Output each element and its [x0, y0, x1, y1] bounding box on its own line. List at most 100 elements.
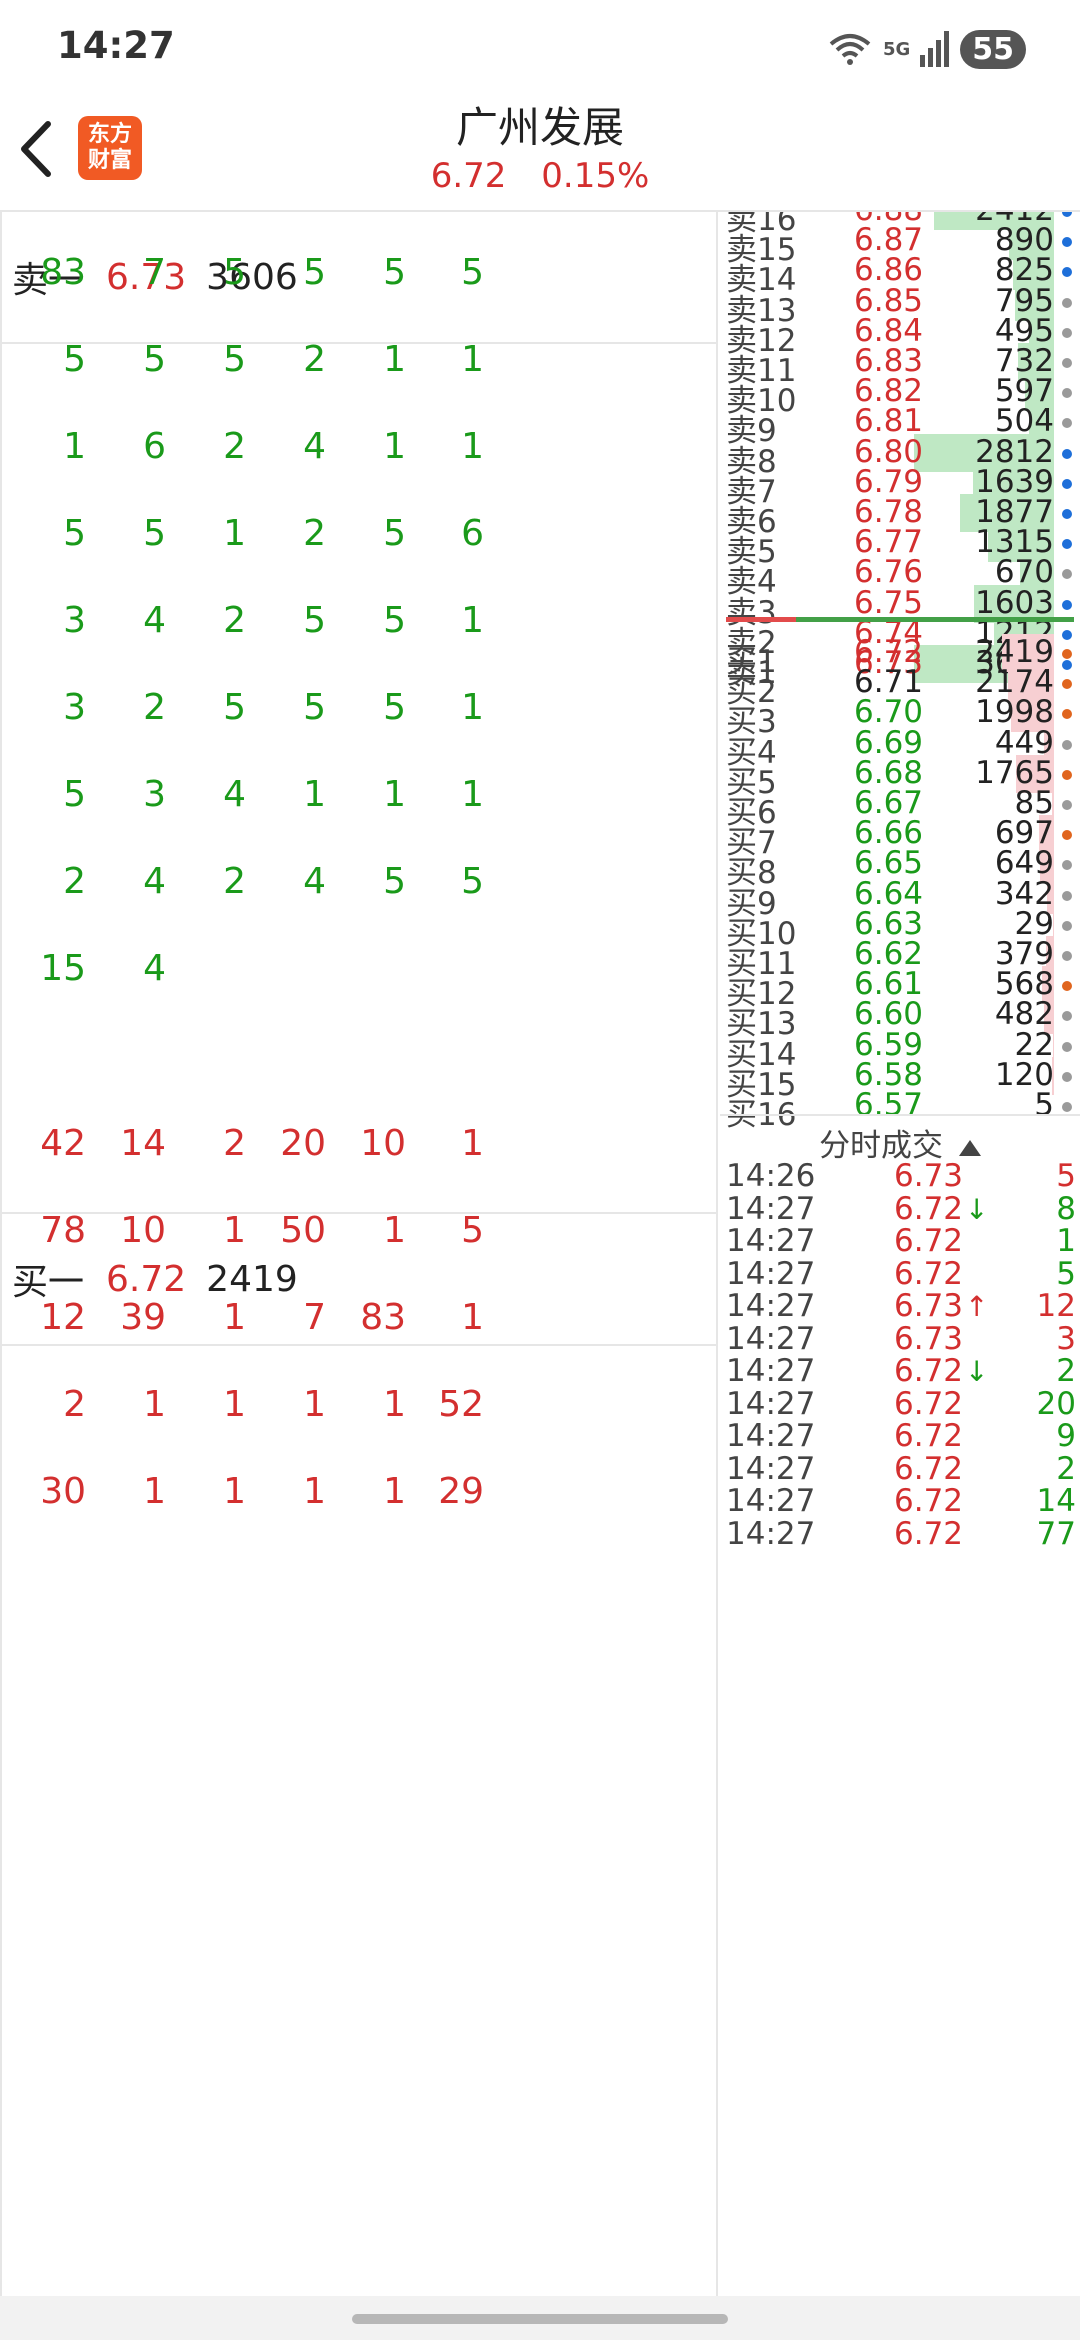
bid-level-price: 6.70	[854, 694, 924, 731]
divider	[2, 1344, 716, 1346]
ask-level-volume: 495	[994, 312, 1054, 349]
bid-level-row[interactable]: 买1 6.72 2419	[720, 630, 1080, 680]
ask-queue-cell: 1	[461, 774, 484, 815]
bid-level-row[interactable]: 买7 6.66 697	[720, 811, 1080, 861]
bid-level-row[interactable]: 买14 6.59 22	[720, 1023, 1080, 1073]
stock-name: 广州发展	[455, 103, 624, 152]
bid-level-price: 6.68	[854, 754, 924, 791]
trade-row: 14:27 6.72 20	[720, 1382, 1080, 1430]
ask-level-label: 卖3	[726, 594, 777, 631]
bid-status-dot	[1062, 679, 1072, 690]
ask-queue-row: 5 5 1 2 5 6	[2, 469, 716, 599]
ask-queue-cell: 3	[63, 687, 86, 728]
ask-queue-cell: 5	[461, 861, 484, 902]
ask-queue-cell: 3	[63, 600, 86, 641]
ask-level-row[interactable]: 卖13 6.85 795	[720, 279, 1080, 329]
bid-queue-row: 42 14 2 20 10 1	[2, 1079, 716, 1209]
ask-queue-row: 3 2 5 5 5 1	[2, 643, 716, 773]
trade-price: 6.73	[894, 1158, 963, 1194]
bid-status-dot	[1062, 830, 1072, 841]
home-indicator[interactable]	[352, 2314, 728, 2324]
bid-level-row[interactable]: 买10 6.63 29	[720, 902, 1080, 952]
ask-level-label: 卖2	[726, 624, 777, 661]
ask-level-row[interactable]: 卖10 6.82 597	[720, 369, 1080, 419]
trade-price-value: 6.72	[894, 1515, 964, 1552]
bid-level-row[interactable]: 买8 6.65 649	[720, 841, 1080, 891]
bid-level-row[interactable]: 买6 6.67 85	[720, 781, 1080, 831]
trade-time: 14:27	[726, 1483, 816, 1519]
order-book-pane[interactable]: 卖166.882412卖156.87890卖146.86825卖136.8579…	[720, 212, 1080, 2296]
bid-level-label: 买11	[726, 946, 797, 982]
spread-divider-red	[726, 617, 796, 622]
ask-queue-cell: 2	[303, 513, 326, 554]
ask-level-row[interactable]: 卖15 6.87 890	[720, 218, 1080, 268]
app-logo[interactable]: 东方 财富	[78, 116, 142, 180]
trade-row: 14:27 6.72 5	[720, 1252, 1080, 1300]
ask-status-dot	[1062, 599, 1072, 610]
trade-price: 6.73↑	[894, 1288, 989, 1324]
ask-level-label: 卖5	[726, 534, 777, 571]
ask-level-volume: 1603	[975, 584, 1054, 621]
order-queue-pane[interactable]: 卖一 6.73 3606 83 7 5 5 5 5 5 5 5 2 1 1 1 6 2 4 1 1 5 5 1 2 5 6 3 4…	[0, 212, 718, 2296]
ask-level-row[interactable]: 卖12 6.84 495	[720, 309, 1080, 359]
ask-queue-cell: 1	[461, 339, 484, 380]
bid-level-row[interactable]: 买11 6.62 379	[720, 932, 1080, 982]
bid-level-row[interactable]: 买13 6.60 482	[720, 992, 1080, 1042]
network-type: 5G	[882, 38, 911, 60]
bid1-label: 买一	[12, 1262, 85, 1303]
ask-queue-cell: 2	[63, 861, 86, 902]
ask-status-dot	[1062, 388, 1072, 399]
bid-volume-bar	[1044, 996, 1054, 1035]
arrow-down-icon: ↓	[965, 1355, 989, 1388]
ask-status-dot	[1062, 212, 1072, 217]
bid-level-row[interactable]: 买3 6.70 1998	[720, 690, 1080, 740]
ask-level-label: 卖6	[726, 504, 777, 540]
bid-level-volume: 29	[1014, 905, 1054, 942]
trade-volume: 1	[1056, 1223, 1076, 1259]
ask-status-dot	[1062, 509, 1072, 519]
bid-queue-cell: 1	[143, 1471, 166, 1512]
bid-status-dot	[1062, 800, 1072, 810]
bid-level-row[interactable]: 买15 6.58 120	[720, 1053, 1080, 1103]
ask-level-row[interactable]: 卖9 6.81 504	[720, 399, 1080, 449]
trades-header[interactable]: 分时成交	[720, 1120, 1080, 1165]
ask-queue-cell: 4	[223, 774, 246, 815]
ask-level-volume: 670	[994, 554, 1054, 591]
trade-volume: 8	[1056, 1190, 1076, 1227]
bid-status-dot	[1062, 860, 1072, 871]
bid-queue-cell: 50	[280, 1210, 326, 1251]
ask-level-price: 6.83	[854, 343, 924, 379]
bid-level-volume: 5	[1034, 1087, 1054, 1123]
ask-queue-row: 83 7 5 5 5 5	[2, 212, 716, 338]
ask-level-row[interactable]: 卖4 6.76 670	[720, 550, 1080, 600]
ask-level-row[interactable]: 卖3 6.75 1603	[720, 581, 1080, 631]
ask-level-price: 6.81	[854, 403, 924, 440]
ask-queue-row: 5 5 5 2 1 1	[2, 295, 716, 425]
trade-price-value: 6.72	[894, 1190, 964, 1227]
bid-level-volume: 1765	[975, 754, 1054, 791]
ask-level-row[interactable]: 卖8 6.80 2812	[720, 430, 1080, 480]
trade-price: 6.72	[894, 1256, 963, 1292]
bid-level-row[interactable]: 买12 6.61 568	[720, 962, 1080, 1012]
bid-level-row[interactable]: 买9 6.64 342	[720, 872, 1080, 922]
bid-queue-cell: 12	[40, 1297, 86, 1338]
bid-level-volume: 85	[1014, 785, 1054, 821]
trade-price: 6.72	[894, 1223, 963, 1259]
trade-time: 14:27	[726, 1320, 816, 1357]
bid-level-volume: 649	[994, 845, 1054, 882]
bid-level-row[interactable]: 买4 6.69 449	[720, 721, 1080, 771]
bid-level-row[interactable]: 买5 6.68 1765	[720, 751, 1080, 801]
bid-queue-cell: 83	[360, 1297, 406, 1338]
ask-queue-cell: 6	[461, 513, 484, 554]
bid-level-price: 6.72	[854, 634, 924, 670]
trade-volume: 5	[1056, 1255, 1076, 1292]
ask-level-row[interactable]: 卖5 6.77 1315	[720, 520, 1080, 570]
back-button[interactable]	[12, 116, 68, 182]
bid-queue-cell: 1	[223, 1384, 246, 1425]
ask-queue-row: 3 4 2 5 5 1	[2, 556, 716, 686]
ask-level-price: 6.73	[854, 645, 924, 681]
ask-queue-cell: 5	[223, 687, 246, 728]
bid-volume-bar	[1052, 1056, 1054, 1095]
ask-status-dot	[1062, 358, 1072, 368]
ask-level-volume: 825	[994, 252, 1054, 289]
